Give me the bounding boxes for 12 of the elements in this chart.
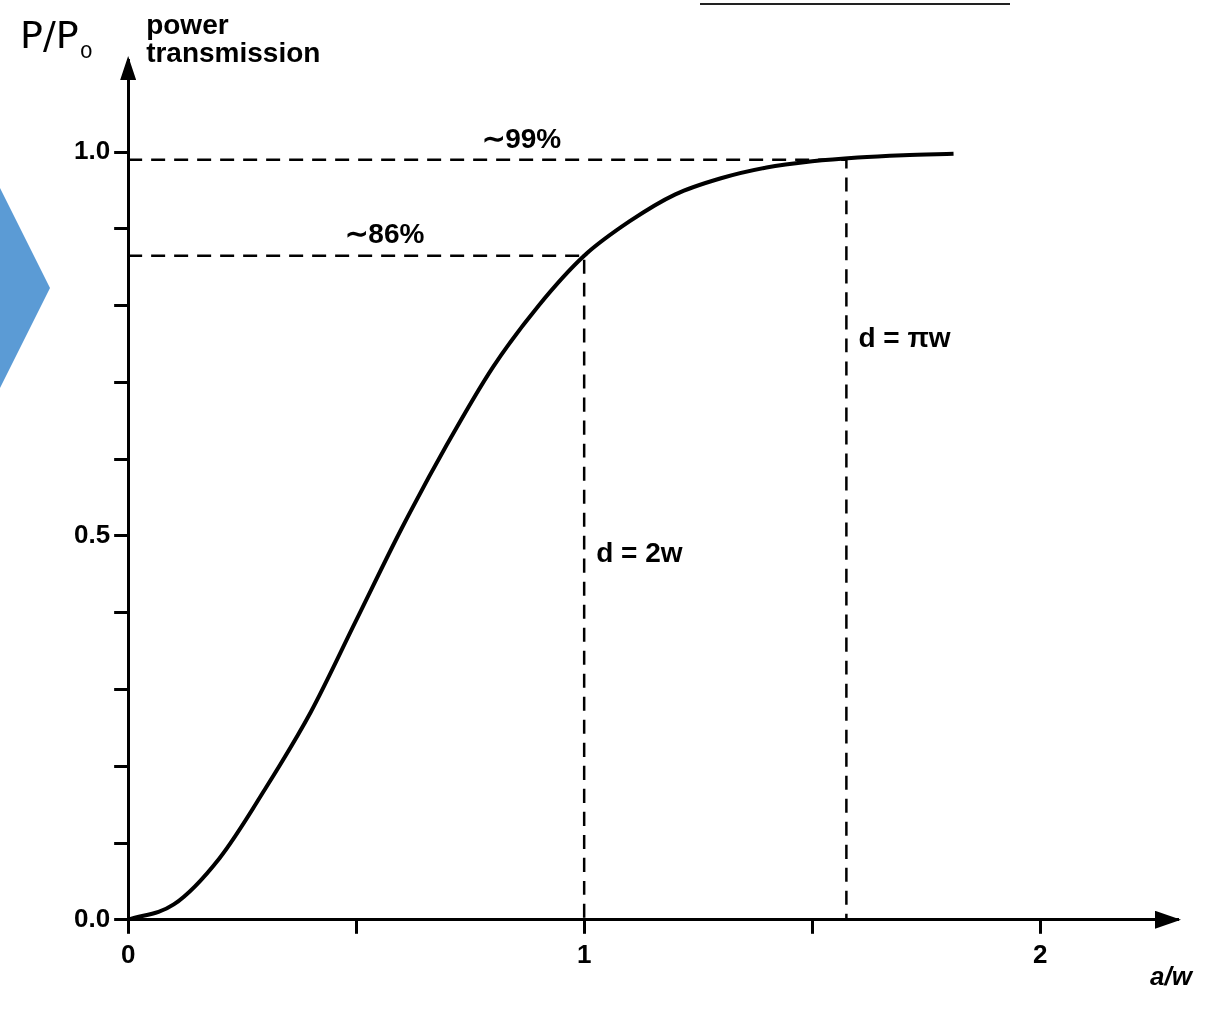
- annotation: ∼86%: [345, 218, 425, 250]
- annotation: d = 2w: [596, 537, 683, 569]
- x-axis-title: a/w: [1150, 960, 1194, 991]
- x-tick-label: 2: [1032, 938, 1048, 969]
- y-tick-label: 1.0: [73, 135, 111, 166]
- x-tick-label: 0: [120, 938, 136, 969]
- annotation: power transmission: [146, 8, 321, 68]
- x-tick-label: 1: [576, 938, 592, 969]
- y-tick-label: 0.5: [73, 519, 111, 550]
- annotation: ∼99%: [482, 122, 562, 154]
- annotation: d = πw: [858, 322, 951, 354]
- y-tick-label: 0.0: [73, 902, 111, 933]
